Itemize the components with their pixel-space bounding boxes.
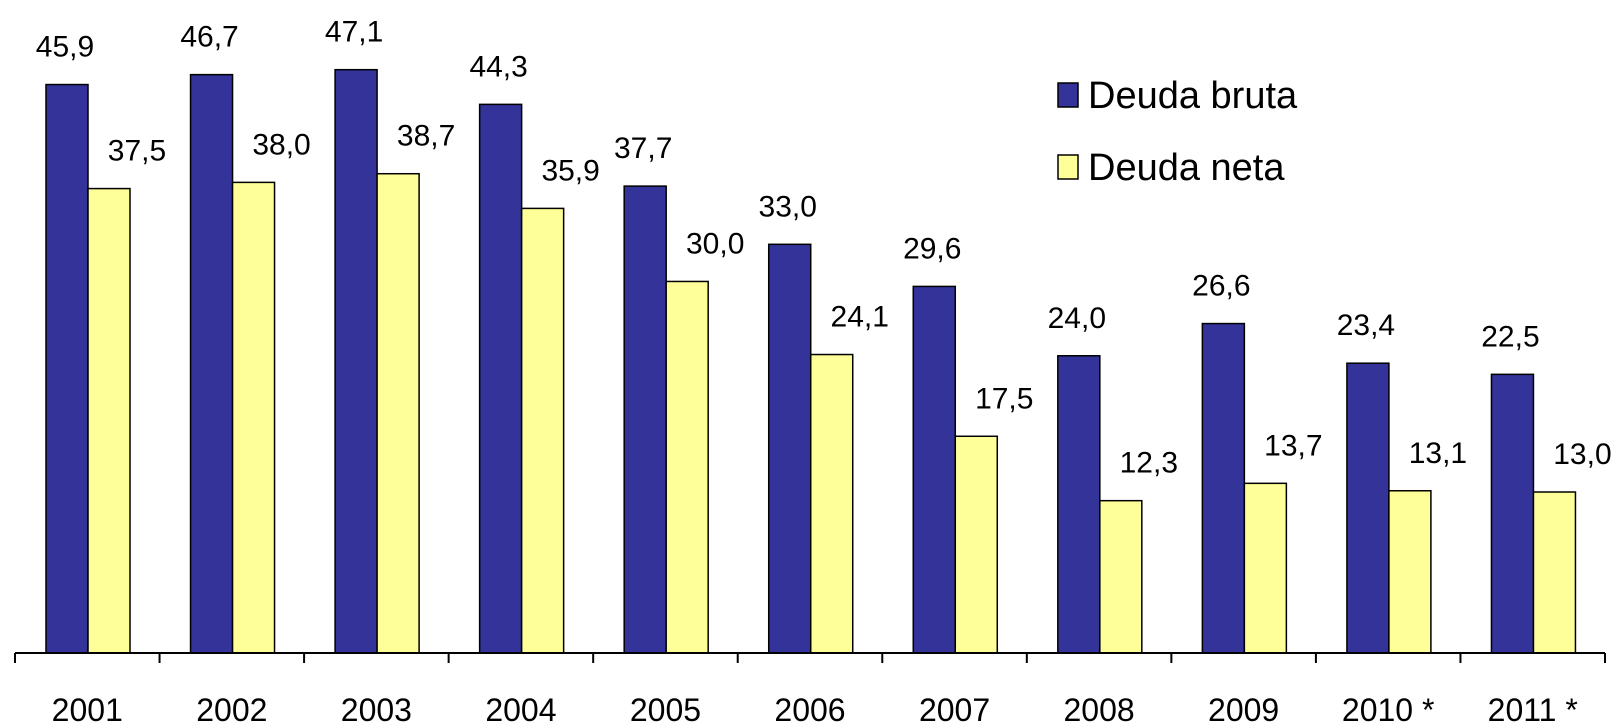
data-label: 47,1 <box>325 16 383 49</box>
data-label: 13,0 <box>1553 438 1611 471</box>
data-label: 26,6 <box>1192 270 1250 303</box>
data-label: 37,7 <box>614 132 672 165</box>
x-tick-label: 2003 <box>341 692 412 727</box>
x-tick-label: 2004 <box>485 692 556 727</box>
bar <box>809 353 854 654</box>
data-label: 44,3 <box>469 50 527 83</box>
x-tick-label: 2008 <box>1063 692 1134 727</box>
data-label: 45,9 <box>36 31 94 64</box>
data-label: 13,1 <box>1409 437 1467 470</box>
x-tick-label: 2001 <box>52 692 123 727</box>
x-tick-label: 2011 * <box>1488 692 1578 727</box>
x-tick-label: 2006 <box>774 692 845 727</box>
bar <box>1243 482 1288 654</box>
bar <box>665 280 709 654</box>
bar <box>520 207 565 654</box>
data-label: 24,0 <box>1048 302 1106 335</box>
bar <box>45 83 89 654</box>
bar <box>954 435 999 654</box>
bar <box>1201 322 1246 654</box>
x-tick-label: 2009 <box>1208 692 1279 727</box>
data-label: 38,0 <box>252 128 310 161</box>
legend-swatch <box>1057 154 1079 180</box>
data-label: 22,5 <box>1481 320 1539 353</box>
bar <box>1099 499 1143 654</box>
bar <box>912 285 957 654</box>
bar <box>1388 490 1432 654</box>
data-label: 17,5 <box>975 382 1033 415</box>
data-label: 37,5 <box>108 135 166 168</box>
x-tick-label: 2002 <box>196 692 267 727</box>
bar <box>1057 355 1101 654</box>
bar <box>1346 362 1390 654</box>
bar <box>376 172 420 654</box>
data-label: 38,7 <box>397 120 455 153</box>
x-tick-label: 2007 <box>919 692 990 727</box>
bar <box>334 68 378 654</box>
bar <box>767 243 812 654</box>
data-label: 13,7 <box>1264 429 1322 462</box>
data-label: 12,3 <box>1120 447 1178 480</box>
legend-label: Deuda neta <box>1088 147 1285 189</box>
bar <box>189 73 234 654</box>
data-label: 29,6 <box>903 232 961 265</box>
data-label: 33,0 <box>759 190 817 223</box>
bar <box>231 181 276 654</box>
legend-swatch <box>1057 82 1079 108</box>
data-label: 30,0 <box>686 227 744 260</box>
legend-label: Deuda bruta <box>1088 75 1298 117</box>
x-tick-label: 2005 <box>630 692 701 727</box>
data-label: 35,9 <box>541 154 599 187</box>
data-label: 24,1 <box>831 301 889 334</box>
bar <box>87 187 131 654</box>
bar <box>1532 491 1577 654</box>
bar <box>623 185 667 654</box>
bar <box>478 103 523 654</box>
data-label: 46,7 <box>180 21 238 54</box>
bar <box>1490 373 1535 654</box>
data-label: 23,4 <box>1337 309 1395 342</box>
x-tick-label: 2010 * <box>1342 692 1435 727</box>
